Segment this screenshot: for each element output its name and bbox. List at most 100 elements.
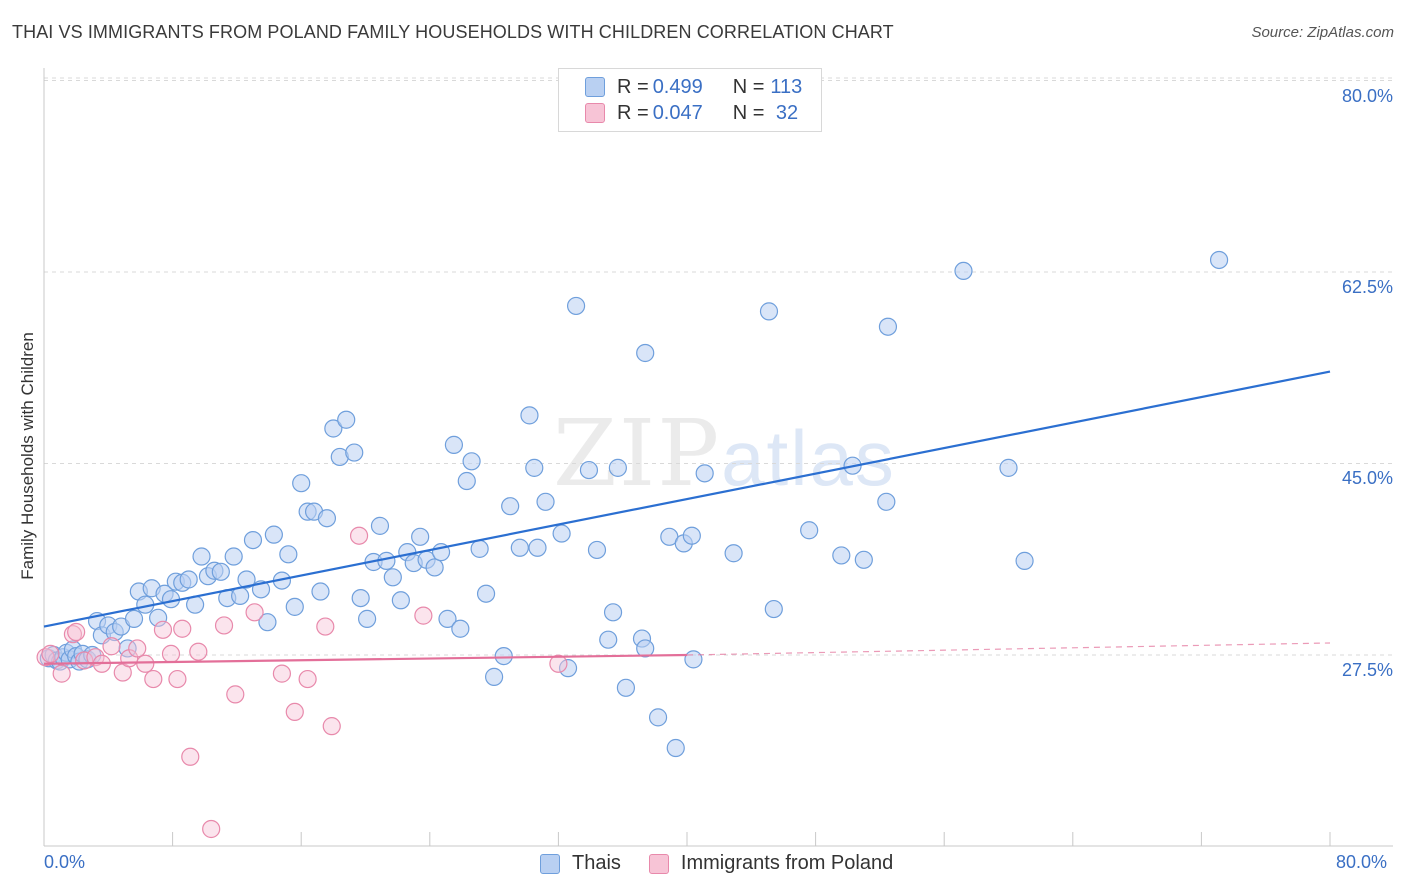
thais-point-30 [192, 547, 211, 566]
poland-point-2 [52, 664, 71, 683]
thais-point-112 [1015, 551, 1034, 570]
thais-point-101 [724, 544, 743, 563]
thais-point-90 [616, 678, 636, 697]
thais-point-83 [558, 659, 578, 678]
thais-point-60 [391, 591, 410, 610]
legend-swatch-blue [585, 77, 605, 97]
thais-point-49 [317, 509, 337, 528]
thais-point-74 [485, 667, 504, 686]
poland-point-14 [153, 620, 173, 639]
legend-item-poland[interactable]: Immigrants from Poland [648, 852, 894, 875]
legend-n-value: 113 [770, 75, 803, 98]
poland-point-30 [414, 606, 433, 625]
poland-point-18 [181, 747, 200, 766]
poland-point-25 [285, 702, 304, 722]
thais-point-102 [759, 302, 779, 321]
y-tick-label-62-5: 62.5% [1341, 277, 1393, 297]
legend-r-value: 0.047 [652, 101, 703, 124]
poland-point-21 [214, 616, 234, 635]
x-tick-label-min: 0.0% [44, 852, 86, 872]
legend-r-label: R = [617, 75, 649, 98]
y-tick-label-27-5: 27.5% [1341, 660, 1393, 680]
legend-n-label: N = [732, 101, 765, 124]
thais-point-85 [579, 460, 599, 480]
legend-row-thais: R = 0.499 N = 113 [585, 74, 802, 100]
thais-point-44 [285, 597, 304, 616]
poland-point-3 [63, 625, 83, 644]
poland-swatch [648, 853, 669, 874]
watermark: ZIPatlas [553, 400, 896, 507]
thais-point-100 [695, 464, 714, 483]
poland-point-26 [298, 669, 317, 689]
thais-point-86 [587, 540, 607, 560]
thais-point-89 [608, 458, 627, 477]
thais-legend-label: Thais [572, 852, 621, 874]
thais-point-54 [351, 588, 370, 608]
source-label: Source: ZipAtlas.com [1251, 24, 1394, 41]
thais-point-19 [124, 609, 144, 628]
thais-point-76 [501, 497, 520, 516]
legend-row-poland: R = 0.047 N = 32 [585, 100, 798, 126]
thais-point-98 [682, 526, 701, 545]
y-tick-label-45: 45.0% [1341, 468, 1393, 488]
thais-point-69 [451, 619, 470, 638]
poland-legend-label: Immigrants from Poland [680, 852, 894, 874]
thais-point-110 [954, 261, 973, 281]
thais-point-109 [878, 317, 898, 336]
thais-point-92 [636, 639, 655, 658]
thais-point-37 [237, 570, 256, 589]
legend-n-value: 32 [770, 101, 799, 124]
poland-trend-extension [686, 642, 1331, 656]
y-tick-label-80: 80.0% [1341, 86, 1393, 106]
thais-point-68 [444, 435, 464, 454]
thais-point-78 [520, 406, 539, 425]
series-legend: Thais Immigrants from Poland [540, 852, 921, 875]
thais-point-53 [345, 443, 364, 462]
poland-point-23 [245, 603, 264, 622]
poland-point-16 [168, 669, 187, 689]
thais-point-38 [243, 530, 263, 550]
thais-point-87 [599, 630, 618, 649]
poland-point-1 [41, 644, 60, 664]
poland-point-19 [189, 642, 208, 661]
thais-point-93 [636, 343, 655, 363]
poland-point-8 [102, 637, 121, 656]
poland-point-0 [36, 648, 55, 667]
poland-point-4 [67, 622, 86, 642]
thais-point-48 [311, 582, 330, 601]
thais-point-94 [648, 708, 668, 727]
chart-title: THAI VS IMMIGRANTS FROM POLAND FAMILY HO… [12, 22, 894, 42]
thais-point-77 [510, 538, 529, 557]
thais-point-81 [536, 492, 555, 511]
thais-point-52 [337, 410, 356, 429]
thais-point-103 [764, 599, 783, 619]
stats-legend: R = 0.499 N = 113 R = 0.047 N = 32 [558, 68, 822, 132]
thais-point-43 [279, 545, 298, 564]
legend-n-label: N = [732, 75, 765, 98]
poland-point-27 [316, 617, 335, 636]
poland-point-31 [549, 654, 568, 673]
thais-point-82 [552, 524, 571, 543]
thais-point-99 [684, 650, 703, 669]
thais-point-107 [854, 550, 873, 569]
thais-point-45 [292, 474, 311, 493]
thais-point-75 [494, 646, 513, 666]
poland-point-11 [128, 639, 147, 658]
poland-point-6 [86, 648, 105, 667]
poland-point-28 [322, 717, 341, 736]
legend-r-label: R = [617, 101, 649, 124]
thais-point-70 [457, 471, 476, 491]
poland-point-15 [161, 644, 181, 664]
thais-point-73 [476, 584, 496, 603]
poland-point-24 [272, 664, 292, 683]
thais-point-105 [832, 546, 851, 565]
poland-point-20 [202, 819, 221, 839]
poland-point-13 [144, 669, 163, 689]
poland-point-29 [349, 526, 369, 545]
legend-item-thais[interactable]: Thais [540, 852, 621, 875]
poland-point-17 [173, 619, 192, 638]
thais-point-55 [358, 609, 377, 628]
thais-point-50 [324, 419, 343, 438]
thais-point-88 [603, 603, 623, 622]
legend-r-value: 0.499 [652, 75, 703, 98]
